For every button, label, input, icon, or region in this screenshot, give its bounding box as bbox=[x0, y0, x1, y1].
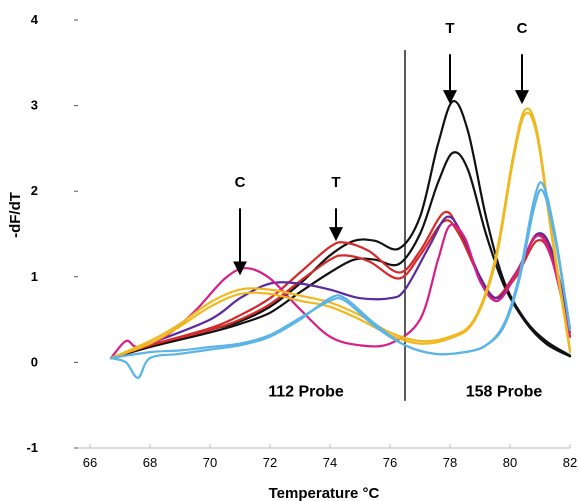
x-tick-label-6: 78 bbox=[443, 455, 457, 470]
genotype-label-3: C bbox=[517, 20, 528, 37]
series-line-1 bbox=[109, 151, 572, 360]
y-tick-label-2: 1 bbox=[31, 269, 38, 284]
genotype-label-1: T bbox=[331, 174, 340, 191]
x-tick-label-1: 68 bbox=[143, 455, 157, 470]
series-line-3 bbox=[109, 219, 572, 360]
x-axis-label: Temperature °C bbox=[269, 485, 380, 501]
genotype-label-0: C bbox=[235, 174, 246, 191]
x-tick-label-4: 74 bbox=[323, 455, 337, 470]
x-tick-label-7: 80 bbox=[503, 455, 517, 470]
y-tick-label-5: 4 bbox=[31, 12, 39, 27]
series-line-8 bbox=[109, 181, 572, 379]
axes: 66 68 70 72 74 76 78 80 82 -1 0 1 2 3 4 bbox=[26, 12, 577, 470]
probe-label-1: 158 Probe bbox=[466, 384, 543, 401]
genotype-label-2: T bbox=[445, 20, 454, 37]
series-line-7 bbox=[109, 111, 572, 360]
y-tick-label-1: 0 bbox=[31, 354, 38, 369]
y-tick-label-0: -1 bbox=[26, 440, 38, 455]
x-tick-label-8: 82 bbox=[563, 455, 577, 470]
series-line-6 bbox=[109, 107, 572, 360]
series-line-9 bbox=[109, 188, 572, 360]
x-tick-label-3: 72 bbox=[263, 455, 277, 470]
y-tick-label-3: 2 bbox=[31, 183, 38, 198]
probe-label-0: 112 Probe bbox=[268, 384, 344, 401]
x-tick-label-0: 66 bbox=[83, 455, 97, 470]
y-axis-label: -dF/dT bbox=[7, 192, 24, 238]
annotation-layer: C T T C 112 Probe 158 Probe bbox=[233, 20, 543, 401]
y-tick-label-4: 3 bbox=[31, 98, 38, 113]
x-tick-label-2: 70 bbox=[203, 455, 217, 470]
x-tick-label-5: 76 bbox=[383, 455, 397, 470]
series-line-0 bbox=[109, 100, 572, 360]
series-layer bbox=[109, 100, 572, 379]
